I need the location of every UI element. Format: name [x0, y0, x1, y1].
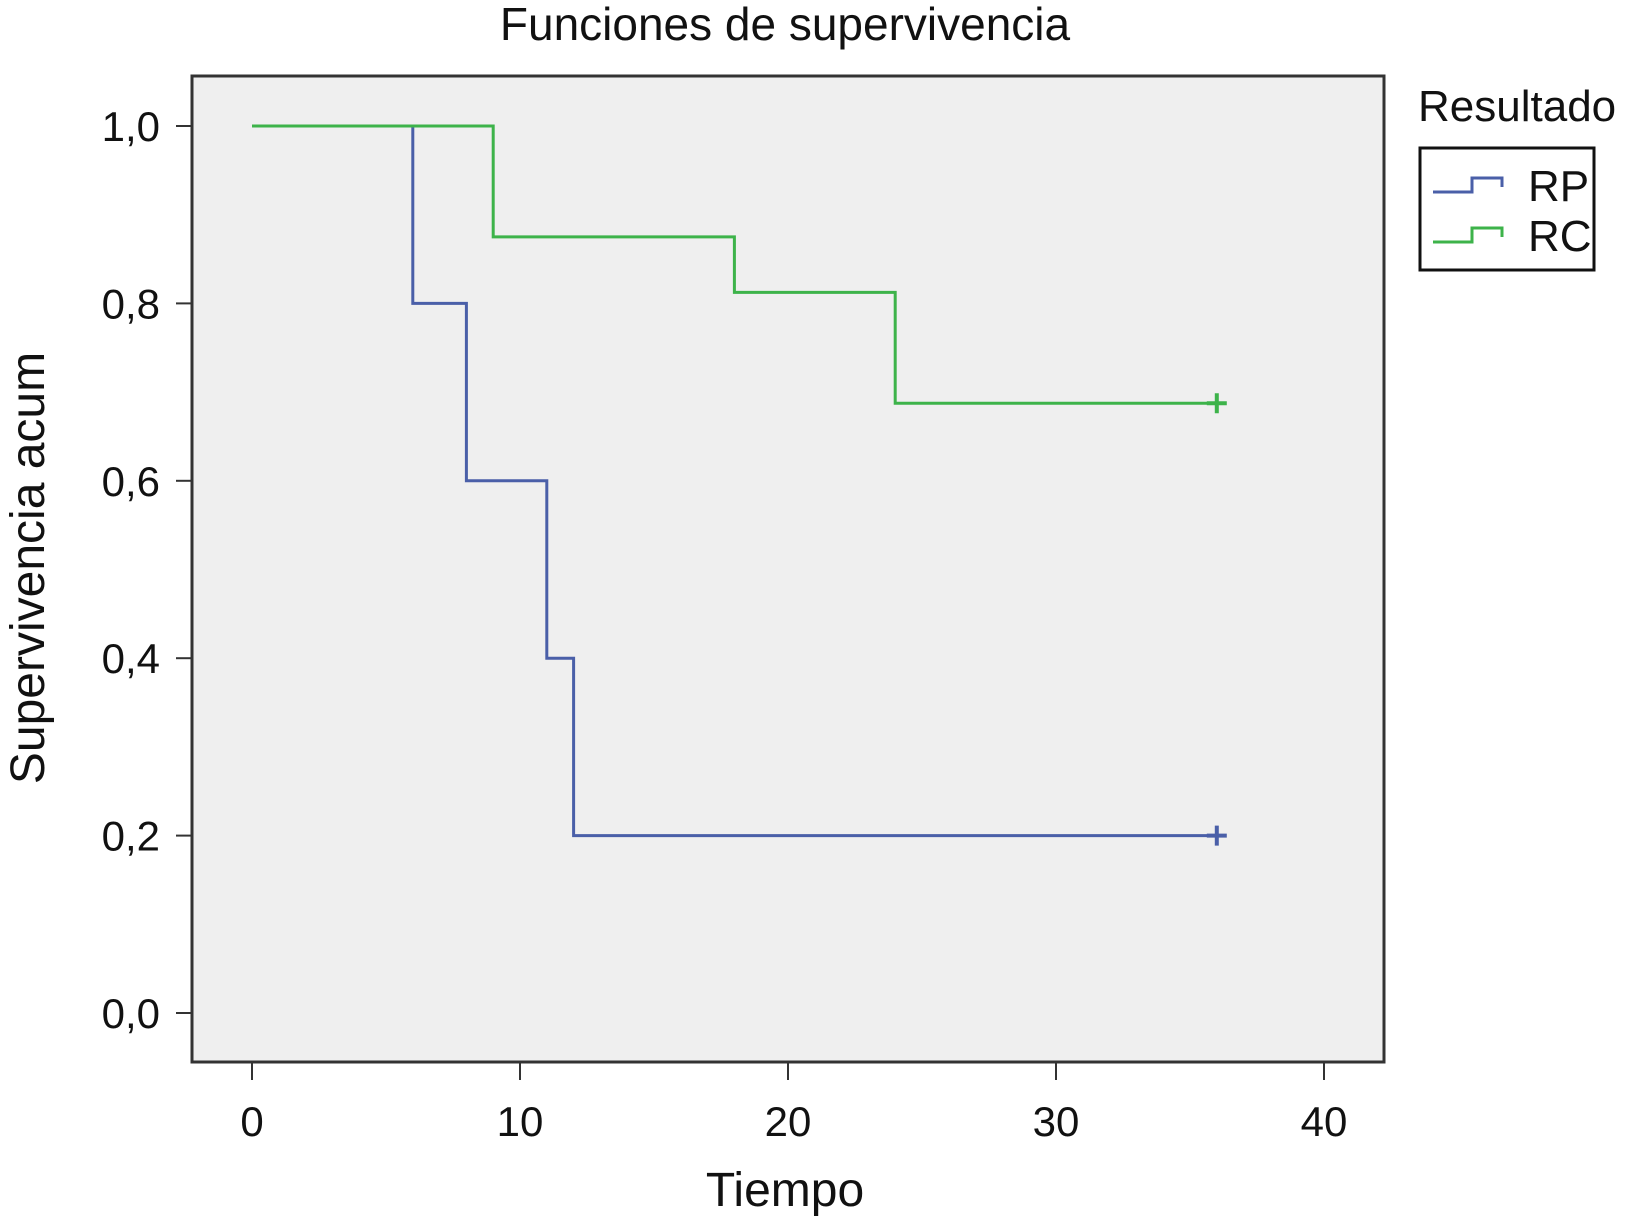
series-line-rc	[252, 124, 1217, 405]
y-axis-label: Supervivencia acum	[2, 352, 55, 784]
legend-label-rp: RP	[1528, 162, 1589, 211]
censor-mark-rc	[1206, 393, 1227, 414]
series-layer	[252, 124, 1227, 846]
censor-mark-rp	[1206, 825, 1227, 846]
legend-title: Resultado	[1418, 82, 1616, 131]
chart-title: Funciones de supervivencia	[500, 0, 1071, 50]
plot-area	[190, 74, 1386, 1064]
x-tick-label: 30	[1033, 1098, 1080, 1145]
x-tick-label: 20	[765, 1098, 812, 1145]
y-tick-label: 0,2	[102, 813, 160, 860]
x-axis: 0 10 20 30 40	[240, 1062, 1347, 1145]
x-axis-label: Tiempo	[706, 1164, 864, 1217]
legend-box	[1418, 146, 1596, 272]
y-tick-label: 1,0	[102, 103, 160, 150]
y-tick-label: 0,6	[102, 458, 160, 505]
legend-swatch-rp	[1433, 176, 1504, 194]
legend-swatch-rc	[1433, 226, 1504, 244]
x-tick-label: 10	[497, 1098, 544, 1145]
legend-label-rc: RC	[1528, 212, 1592, 261]
series-line-rp	[252, 124, 1217, 838]
y-tick-label: 0,0	[102, 990, 160, 1037]
y-axis: 0,0 0,2 0,4 0,6 0,8 1,0	[102, 103, 192, 1037]
y-tick-label: 0,8	[102, 280, 160, 327]
y-tick-label: 0,4	[102, 635, 160, 682]
x-tick-label: 40	[1301, 1098, 1348, 1145]
x-tick-label: 0	[240, 1098, 263, 1145]
